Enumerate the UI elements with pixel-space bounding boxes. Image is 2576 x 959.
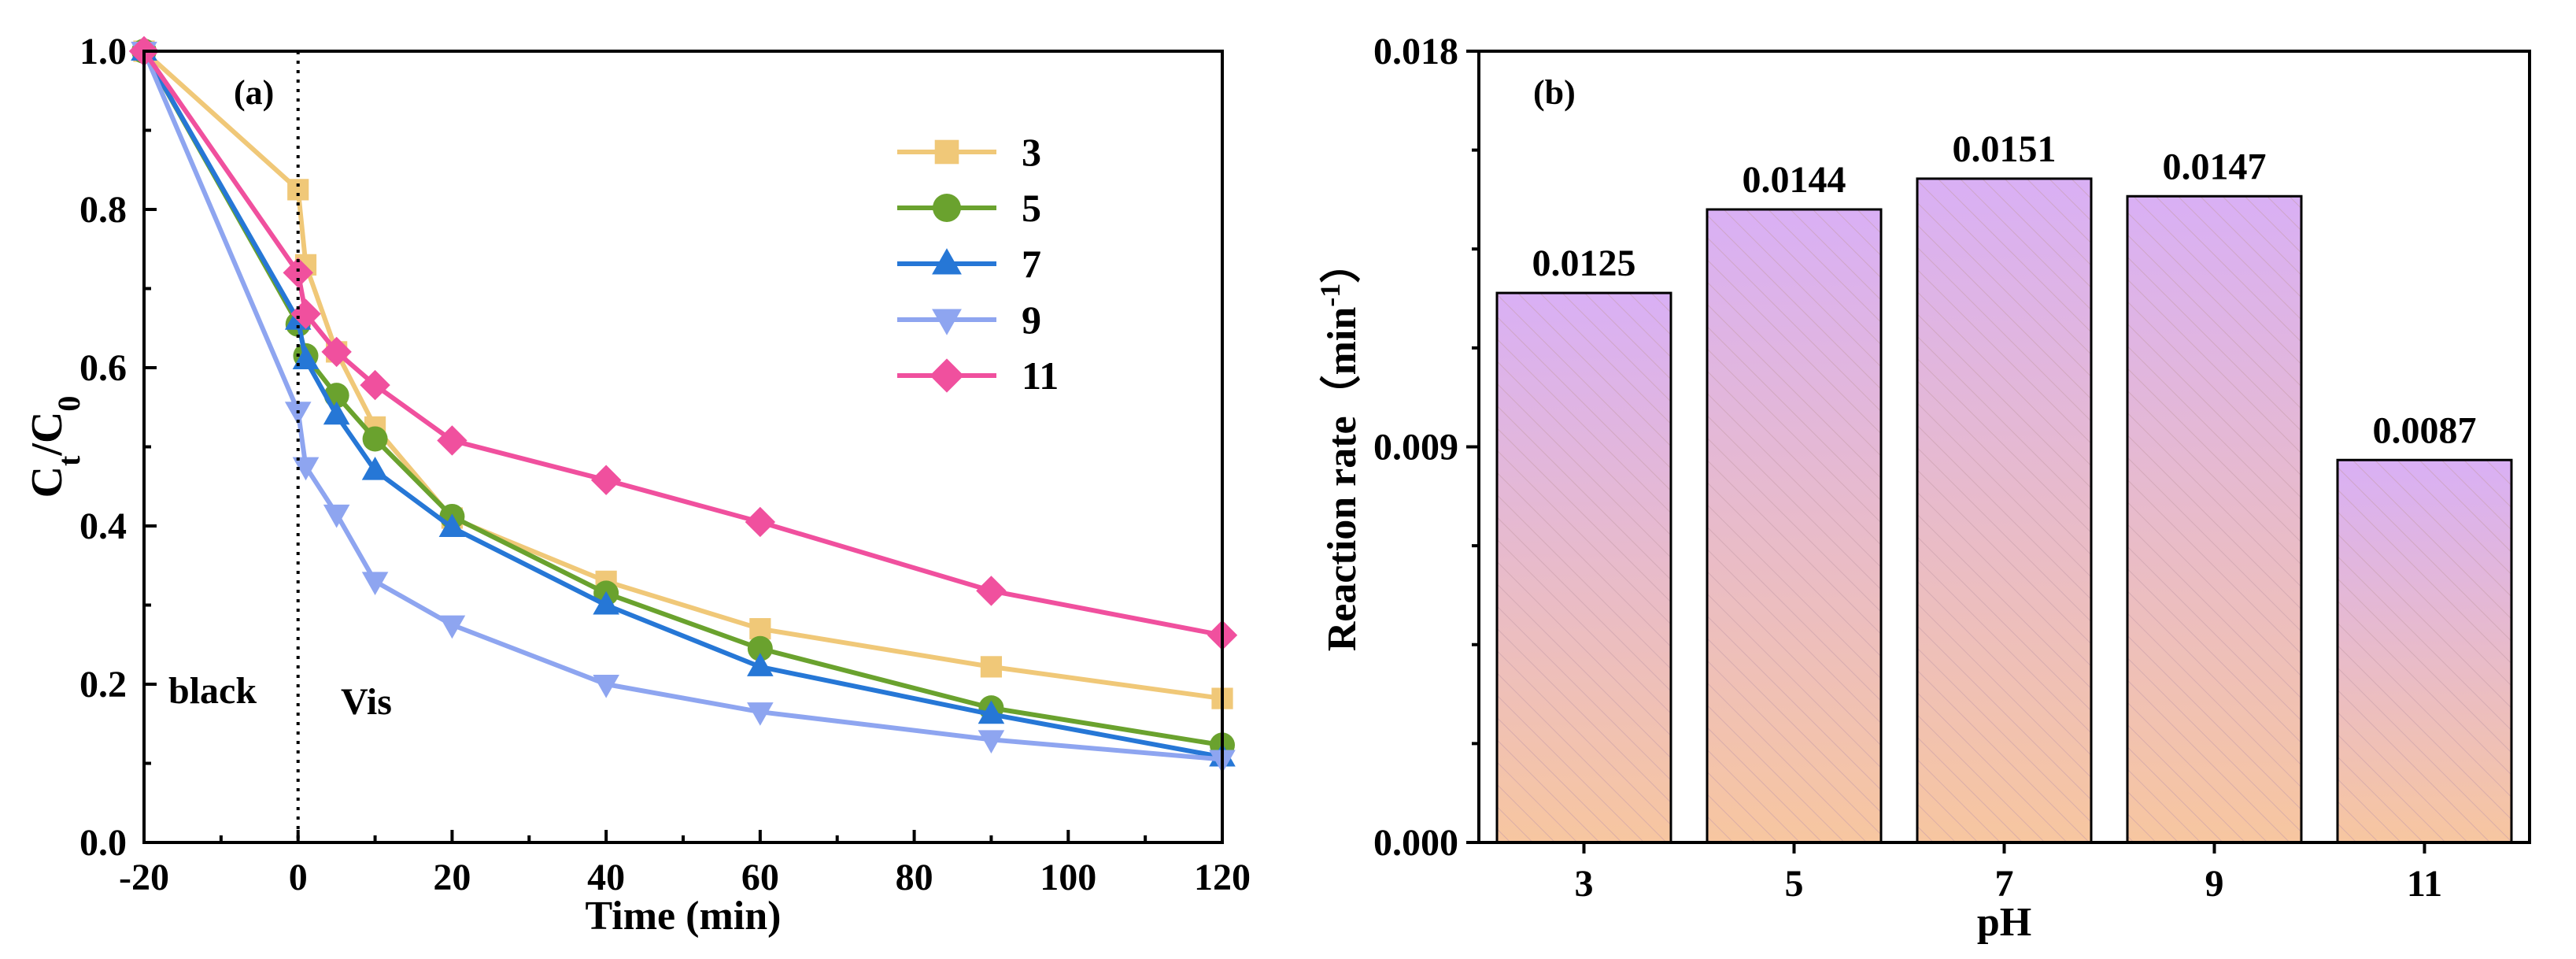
annotation-visible: Vis [341, 681, 392, 723]
bar-5: 0.0144 [1706, 159, 1883, 844]
data-point-triangle-up [323, 401, 350, 425]
bar-value-label: 0.0151 [1953, 128, 2057, 170]
data-point-diamond [283, 257, 313, 288]
data-point-triangle-down [438, 615, 466, 639]
data-point-square [287, 179, 309, 201]
data-point-square [934, 139, 959, 165]
series-line-11 [142, 50, 1223, 638]
panel-label: (a) [234, 73, 274, 112]
data-point-diamond [437, 425, 468, 456]
data-point-diamond [976, 576, 1007, 606]
data-point-triangle-up [361, 457, 389, 480]
data-point-triangle-down [323, 504, 350, 528]
x-tick-label: 0 [289, 857, 308, 898]
bar-7: 0.0151 [1916, 128, 2093, 844]
series-line-3 [142, 49, 1223, 702]
bar-hatch [1495, 291, 1672, 844]
x-tick-label: 11 [2407, 863, 2442, 905]
y-tick-label: 1.0 [79, 31, 127, 72]
data-point-square [980, 656, 1003, 678]
data-point-triangle-down [978, 730, 1005, 754]
bar-hatch [2126, 194, 2303, 844]
y-tick-label: 0.0 [79, 822, 127, 864]
series-9 [131, 42, 1236, 774]
legend-label: 7 [1022, 242, 1041, 286]
series-line-9 [142, 50, 1223, 762]
bar-hatch [1916, 177, 2093, 844]
data-point-square [749, 618, 771, 640]
x-tick-label: 9 [2205, 863, 2224, 905]
data-point-triangle-down [932, 309, 962, 335]
x-tick-label: -20 [119, 857, 169, 898]
legend: 3 5 7 9 11 [897, 130, 1059, 398]
bar-hatch [1706, 208, 1883, 844]
x-tick-label: 60 [741, 857, 779, 898]
series-line-5 [142, 50, 1223, 748]
x-tick-label: 120 [1194, 857, 1251, 898]
x-tick-label: 100 [1040, 857, 1096, 898]
x-tick-label: 3 [1575, 863, 1594, 905]
data-point-diamond [745, 506, 776, 538]
panel-label: (b) [1533, 73, 1576, 112]
legend-label: 11 [1022, 354, 1059, 398]
data-point-diamond [930, 358, 964, 393]
legend-label: 9 [1022, 298, 1041, 342]
bar-value-label: 0.0147 [2163, 146, 2267, 187]
series-11 [128, 35, 1238, 650]
y-tick-label: 0.018 [1373, 31, 1458, 72]
y-tick-label: 0.000 [1373, 822, 1458, 864]
data-point-diamond [590, 465, 622, 495]
data-point-diamond [321, 336, 352, 368]
y-tick-label: 0.009 [1373, 427, 1458, 468]
x-tick-label: 20 [433, 857, 471, 898]
x-tick-label: 40 [587, 857, 625, 898]
y-axis-label: Ct/C0 [23, 396, 87, 498]
data-point-triangle-down [284, 402, 312, 425]
x-tick-label: 7 [1995, 863, 2014, 905]
bar-9: 0.0147 [2126, 146, 2303, 844]
legend-label: 5 [1022, 186, 1041, 230]
bar-value-label: 0.0125 [1532, 243, 1636, 284]
data-point-circle [933, 194, 961, 222]
plot-frame [142, 50, 1224, 844]
x-tick-label: 5 [1785, 863, 1804, 905]
data-point-triangle-up [438, 513, 466, 538]
y-tick-label: 0.6 [79, 347, 127, 389]
x-axis-label: Time (min) [586, 894, 782, 939]
data-point-triangle-down [361, 572, 389, 595]
data-point-circle [747, 635, 773, 661]
y-tick-label: 0.2 [79, 664, 127, 705]
bar-3: 0.0125 [1495, 243, 1672, 844]
bar-value-label: 0.0087 [2373, 409, 2477, 451]
bar-11: 0.0087 [2336, 409, 2513, 844]
data-point-triangle-down [292, 457, 320, 481]
bar-chart-panel: 0.0125 0.0144 0.0151 0.0147 0.0087 3 5 7 9 11 0.0… [1314, 31, 2531, 945]
x-tick-label: 80 [896, 857, 933, 898]
series-line-7 [142, 50, 1223, 760]
line-chart-panel: -20 0 20 40 60 80 100 120 0.0 0.2 0.4 0.6 0.8 1.0 (a)… [23, 31, 1251, 939]
x-axis-label: pH [1977, 900, 2031, 945]
data-point-triangle-up [978, 700, 1005, 724]
data-point-diamond [360, 369, 390, 401]
y-tick-label: 0.8 [79, 189, 127, 231]
y-axis-label: Reaction rate（min-1） [1314, 243, 1365, 652]
data-point-triangle-down [593, 675, 619, 698]
annotation-dark: black [168, 670, 257, 712]
data-point-triangle-up [932, 248, 962, 275]
legend-label: 3 [1022, 130, 1041, 174]
data-point-triangle-up [747, 653, 774, 676]
bar-value-label: 0.0144 [1743, 159, 1846, 201]
data-point-circle [362, 426, 388, 452]
y-tick-label: 0.4 [79, 505, 127, 547]
data-point-triangle-up [593, 591, 619, 615]
data-point-triangle-down [747, 702, 774, 726]
bar-hatch [2336, 458, 2513, 844]
